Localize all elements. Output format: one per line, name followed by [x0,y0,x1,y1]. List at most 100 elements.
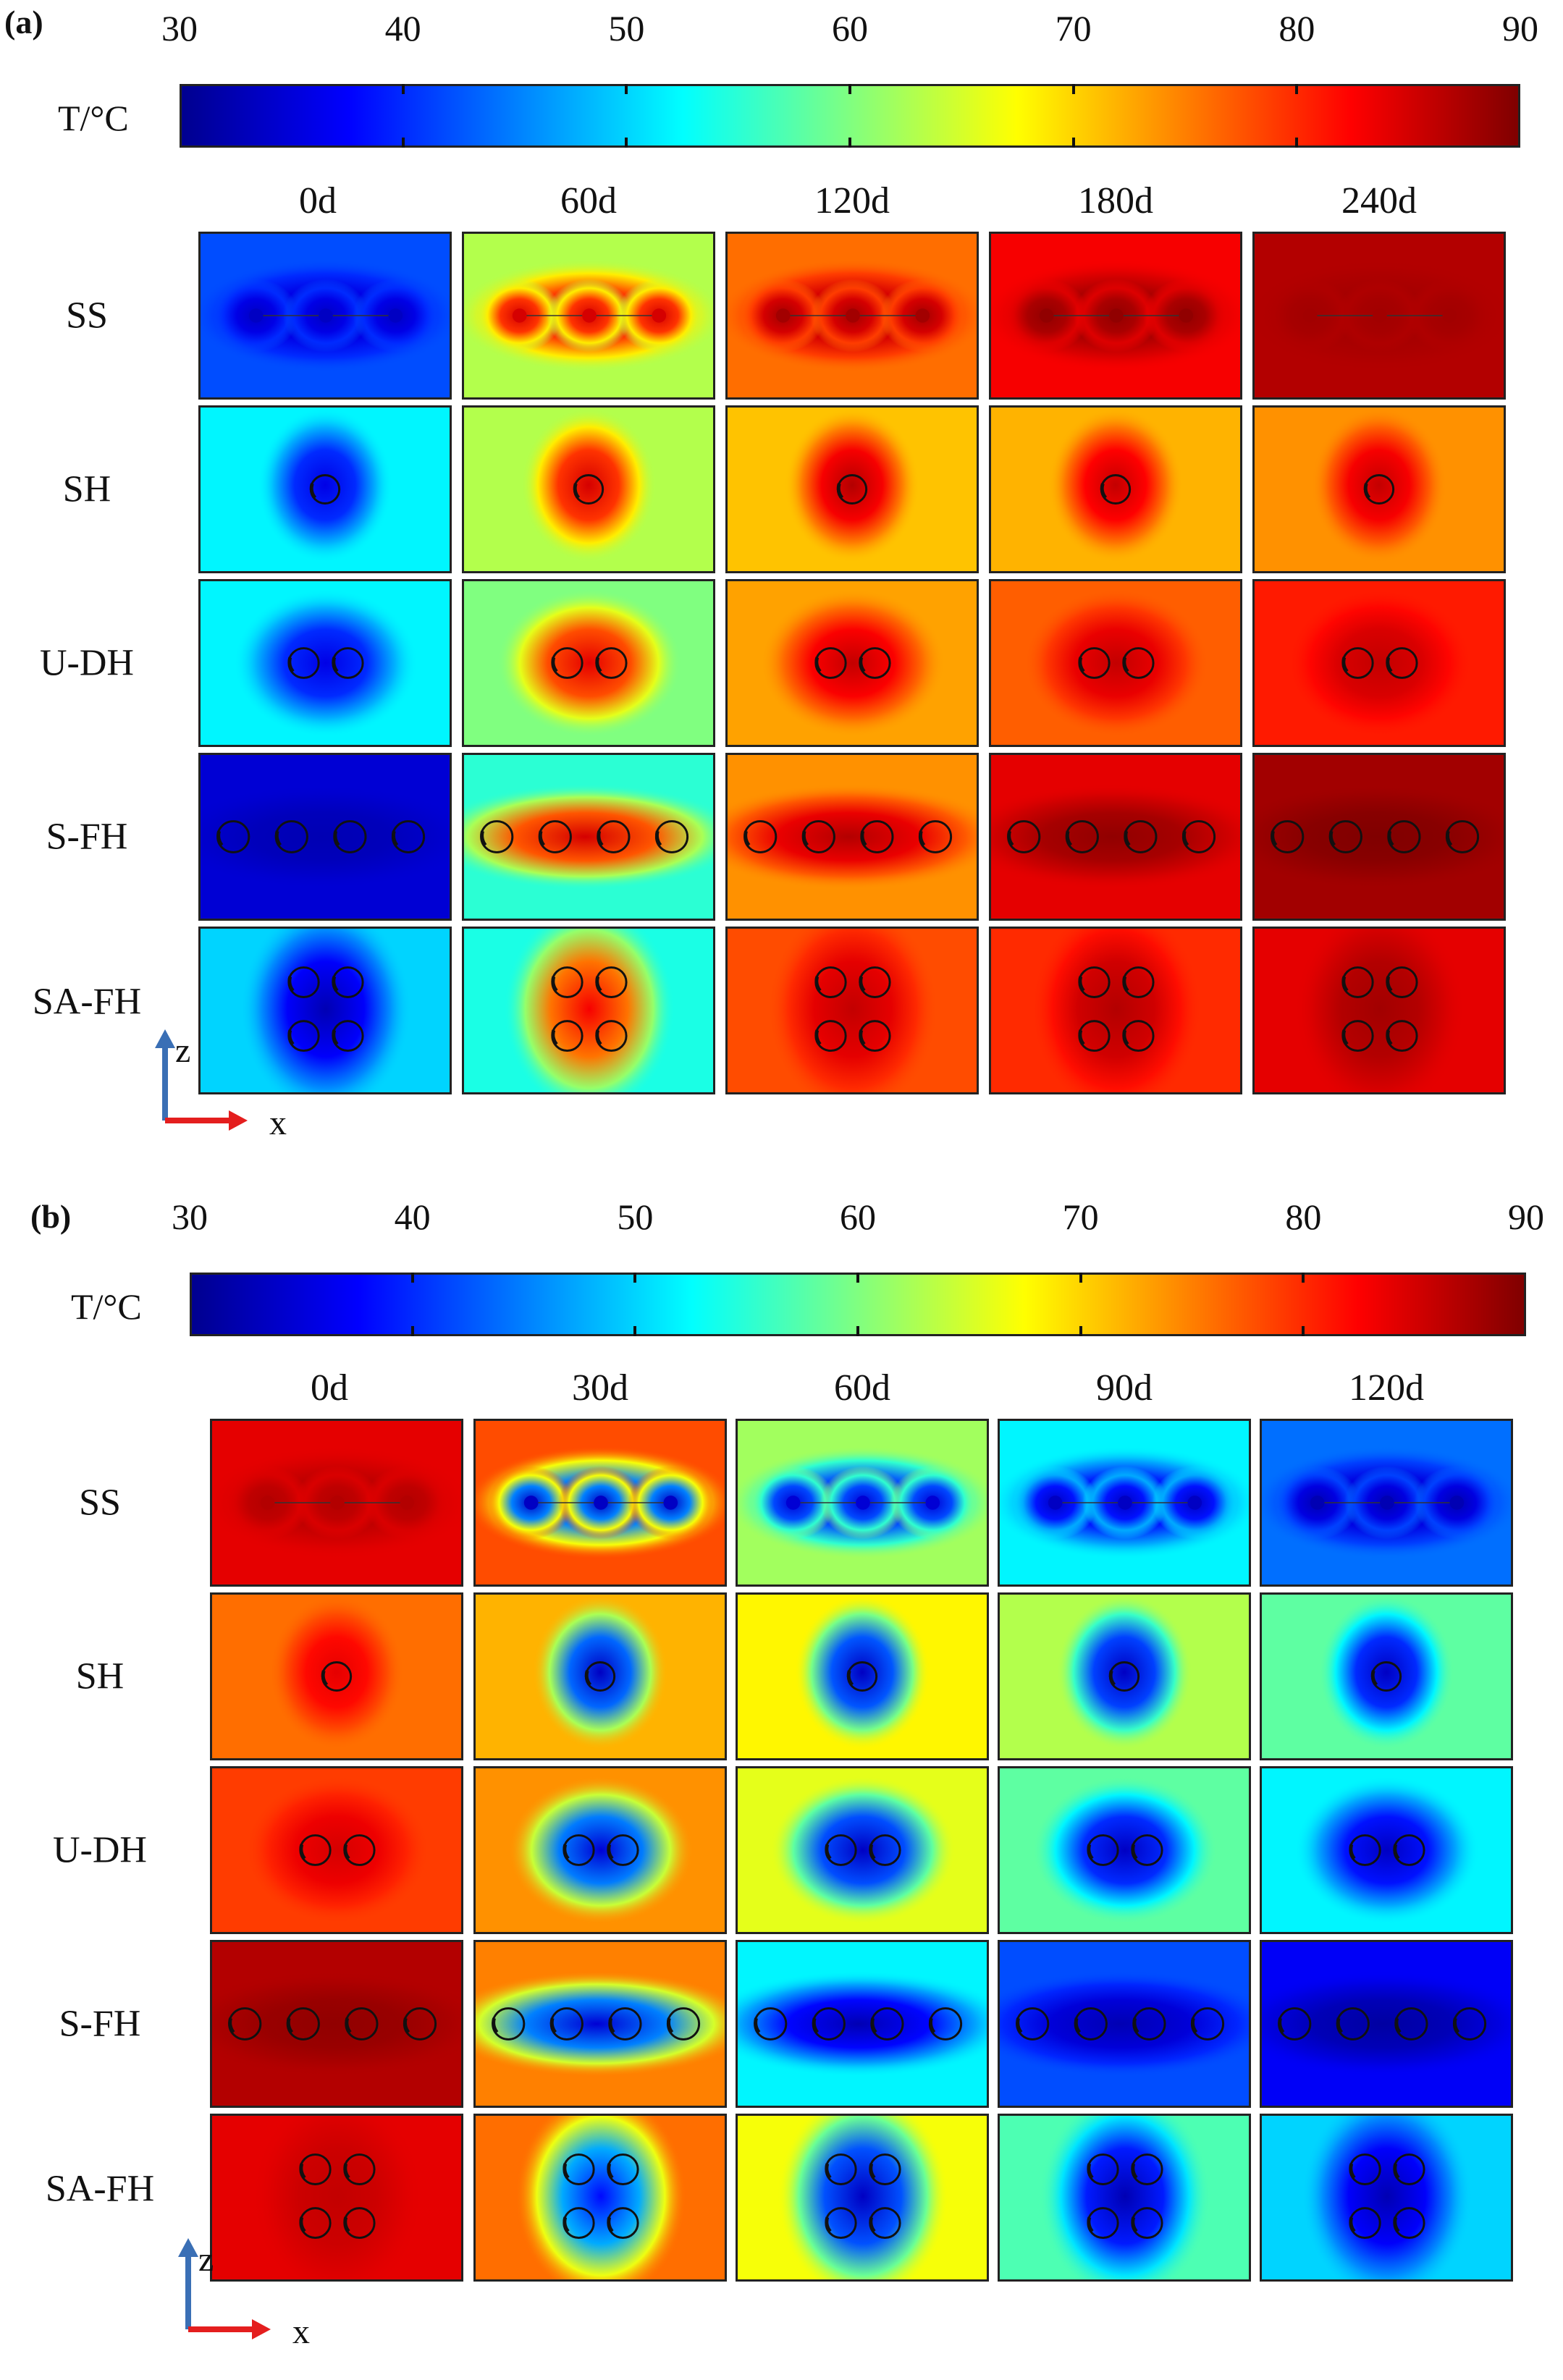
thermal-zone [1000,1970,1249,2077]
temperature-field [201,929,450,1092]
heatmap-cell [473,1419,727,1587]
colorbar-tick-label: 60 [840,1197,876,1237]
pipe-node [775,308,791,323]
pipe-ring-shadow [597,830,604,847]
heatmap-cell [462,232,715,400]
colorbar-tick [401,84,405,94]
heatmap-cell [725,753,979,921]
column-header: 0d [311,1367,348,1409]
pipe-ring-shadow [812,2017,820,2034]
pipe-ring-shadow [859,1029,866,1046]
pipe-node [1048,1495,1063,1510]
temperature-field [476,1595,725,1758]
heatmap-cell [736,2114,989,2282]
heatmap-cell [736,1592,989,1760]
pipe-ring-shadow [1328,830,1336,847]
pipe-ring-shadow [1087,1844,1094,1860]
row-label: U-DH [40,642,134,684]
pipe-node [1187,1495,1202,1510]
colorbar-tick-label: 30 [172,1197,208,1237]
pipe-ring-shadow [607,2163,614,2179]
column-header: 120d [1349,1367,1424,1409]
pipe-ring-shadow [869,1844,876,1860]
pipe-ring-shadow [1363,483,1371,499]
colorbar-tick [625,84,628,94]
pipe-ring-shadow [345,2017,352,2034]
colorbar-tick [1302,1326,1305,1336]
heatmap-cell [462,927,715,1094]
thermal-zone [212,1970,461,2077]
pipe-ring-shadow [836,483,844,499]
temperature-field [728,929,977,1092]
pipe-ring-shadow [321,1670,329,1687]
pipe-node [523,1495,539,1510]
colorbar-tick [1071,84,1075,94]
pipe-ring-shadow [1349,2163,1356,2179]
thermal-zone [1294,1776,1480,1925]
temperature-field [476,1942,725,2106]
temperature-field [476,1768,725,1932]
pipe-ring-shadow [860,830,867,847]
colorbar-tick [625,138,628,148]
pipe-ring-shadow [1370,1670,1378,1687]
x-axis-label: x [269,1104,287,1142]
pipe-ring-shadow [1349,2216,1356,2233]
heatmap-cell [998,1419,1251,1587]
thermal-zone [269,1595,405,1750]
pipe-ring-shadow [1016,2017,1023,2034]
colorbar-tick [856,1326,859,1336]
temperature-field [738,1942,987,2106]
heatmap-cell [1252,405,1506,573]
heatmap-cell [1260,1592,1513,1760]
heatmap-cell [198,579,452,747]
colorbar-tick [1079,1273,1082,1283]
heatmap-cell [1252,753,1506,921]
row-label: SH [75,1655,125,1697]
pipe-ring-shadow [869,2216,876,2233]
pipe-ring-shadow [1446,830,1453,847]
pipe-ring-shadow [1349,1844,1356,1860]
pipe-ring-shadow [667,2017,674,2034]
thermal-zone [1318,1595,1454,1750]
pipe-ring-shadow [595,1029,602,1046]
temperature-field [212,1595,461,1758]
temperature-field [476,2116,725,2279]
colorbar-tick [1079,1326,1082,1336]
heatmap-cell [998,1766,1251,1934]
thermal-zone [497,588,682,738]
temperature-field [1255,929,1504,1092]
pipe-ring-shadow [814,657,822,673]
pipe-ring-shadow [859,976,866,992]
pipe-ring-shadow [299,1844,306,1860]
thermal-zone [521,408,657,563]
pipe-ring-shadow [607,1844,614,1860]
pipe-ring-shadow [825,2163,832,2179]
colorbar-tick [410,1273,414,1283]
pipe-node [400,1495,415,1510]
pipe-node [846,308,860,323]
pipe-ring-shadow [216,830,224,847]
heatmap-cell [725,579,979,747]
thermal-zone [201,783,450,890]
heatmap-cell [210,2114,463,2282]
thermal-zone [240,929,411,1092]
temperature-field [464,755,713,919]
pipe-ring-shadow [929,2017,936,2034]
pipe-ring-shadow [1078,657,1085,673]
colorbar-tick-label: 50 [608,8,645,48]
colorbar-tick [1295,138,1299,148]
thermal-zone [1032,1776,1218,1925]
thermal-zone [1262,1970,1511,2077]
pipe-ring-shadow [801,830,809,847]
heatmap-cell [725,927,979,1094]
temperature-field [1255,234,1504,397]
heatmap-cell [1260,1419,1513,1587]
pipe-ring-shadow [1074,2017,1082,2034]
axis-arrows [178,2238,271,2339]
temperature-field [201,234,450,397]
pipe-node [663,1495,678,1510]
pipe-ring-shadow [1386,657,1393,673]
pipe-node [856,1495,870,1510]
z-arrow-head [178,2238,198,2257]
temperature-field [738,1595,987,1758]
